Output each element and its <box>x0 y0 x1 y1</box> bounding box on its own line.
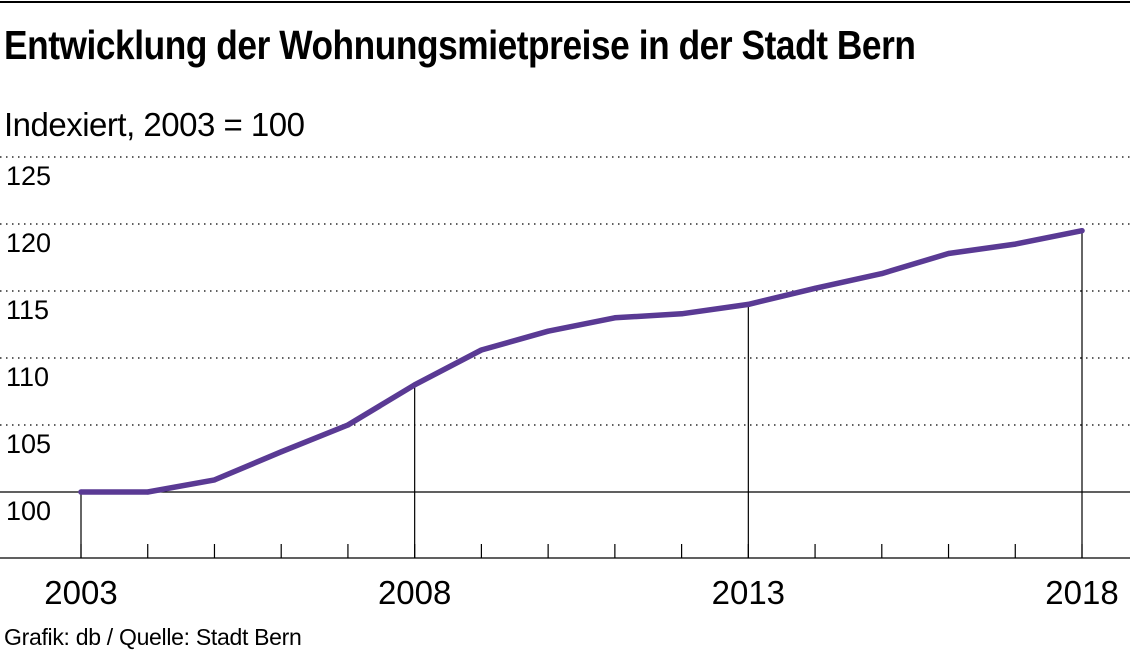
gridlines <box>0 156 1130 493</box>
series-line-mietpreisindex <box>78 227 1085 495</box>
x-tick-label-2008: 2008 <box>378 574 451 611</box>
data-point-2014 <box>812 285 818 291</box>
chart-subtitle: Indexiert, 2003 = 100 <box>4 106 305 143</box>
x-tick-label-2013: 2013 <box>712 574 785 611</box>
x-tick-label-2003: 2003 <box>44 574 117 611</box>
top-rule <box>0 1 1130 3</box>
data-point-2015 <box>879 270 885 277</box>
data-point-2004 <box>145 489 151 495</box>
data-point-2009 <box>478 347 484 353</box>
data-point-2011 <box>612 315 618 321</box>
data-point-2006 <box>278 449 284 455</box>
chart-title: Entwicklung der Wohnungsmietpreise in de… <box>4 22 916 68</box>
y-tick-labels: 100 105 110 115 120 125 <box>6 161 51 526</box>
y-tick-label-100: 100 <box>6 496 51 526</box>
y-tick-label-115: 115 <box>6 295 49 325</box>
data-point-2018 <box>1079 228 1085 234</box>
data-point-2005 <box>211 477 218 483</box>
data-point-2012 <box>679 311 685 317</box>
series-layer <box>78 227 1085 495</box>
x-tick-labels: 2003 2008 2013 2018 <box>44 574 1118 611</box>
data-point-2008 <box>412 382 418 388</box>
x-axis <box>0 544 1130 559</box>
y-tick-label-120: 120 <box>6 228 51 258</box>
x-tick-label-2018: 2018 <box>1045 574 1118 611</box>
data-point-2007 <box>345 422 351 428</box>
x-drop-lines <box>80 230 1083 558</box>
data-point-2013 <box>745 301 751 307</box>
y-tick-label-110: 110 <box>6 362 49 392</box>
data-point-2010 <box>545 328 551 334</box>
source-credit: Grafik: db / Quelle: Stadt Bern <box>4 624 302 650</box>
data-point-2017 <box>1012 241 1018 247</box>
y-tick-label-125: 125 <box>6 161 51 191</box>
y-tick-label-105: 105 <box>6 429 51 459</box>
data-point-2003 <box>78 489 84 495</box>
data-point-2016 <box>945 250 952 257</box>
